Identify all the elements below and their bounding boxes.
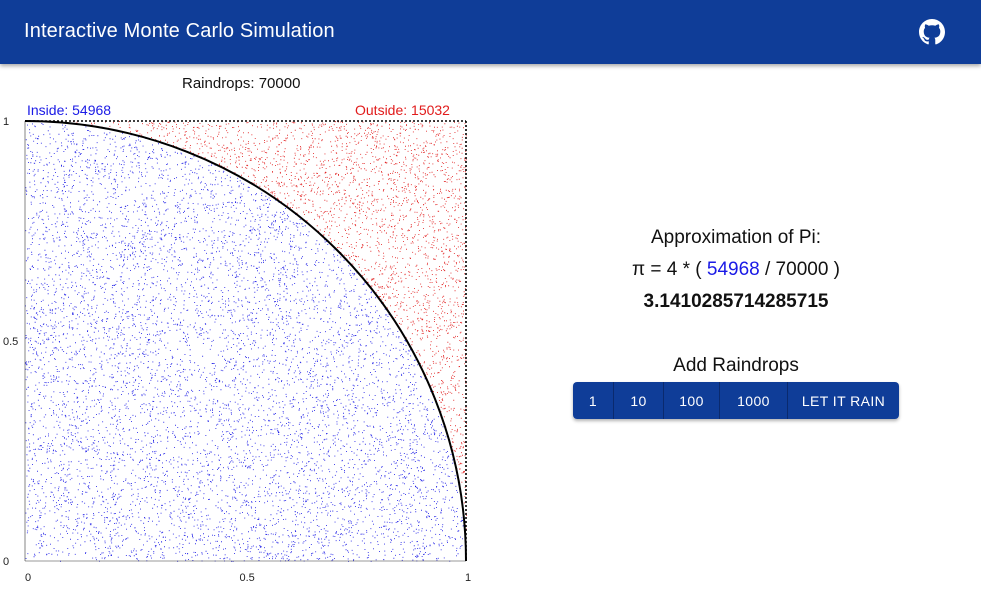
axis-ticks: 0 0.5 1 0 0.5 1	[3, 116, 471, 584]
x-tick-label: 0.5	[240, 572, 255, 584]
quarter-circle-arc	[24, 120, 467, 562]
inside-count-label: Inside: 54968	[27, 102, 112, 118]
app-title: Interactive Monte Carlo Simulation	[24, 20, 335, 42]
raindrop-points	[25, 121, 467, 562]
scatter-plot: 0 0.5 1 0 0.5 1	[3, 116, 471, 584]
outside-points	[63, 121, 467, 532]
x-tick-label: 0	[25, 572, 31, 584]
pi-result: 3.1410285714285715	[643, 291, 829, 312]
raindrops-count: Raindrops: 70000	[182, 75, 301, 92]
add-1000-button[interactable]: 1000	[720, 382, 788, 419]
x-tick-label: 1	[465, 572, 471, 584]
github-icon[interactable]	[919, 19, 945, 45]
formula-suffix: / 70000 )	[759, 259, 840, 280]
add-raindrops-button-group: 1 10 100 1000 LET IT RAIN	[573, 382, 899, 419]
approximation-heading: Approximation of Pi:	[650, 227, 822, 248]
let-it-rain-button[interactable]: LET IT RAIN	[788, 382, 899, 419]
formula-inside-count: 54968	[706, 259, 760, 280]
y-tick-label: 1	[3, 116, 9, 128]
add-100-button[interactable]: 100	[664, 382, 720, 419]
app-bar: Interactive Monte Carlo Simulation	[0, 0, 981, 64]
y-tick-label: 0.5	[3, 336, 18, 348]
approximation-formula: π = 4 * ( 54968 / 70000 )	[573, 258, 899, 282]
simulation-plot-area: Raindrops: 70000 Inside: 54968 Outside: …	[0, 64, 520, 596]
add-10-button[interactable]: 10	[614, 382, 664, 419]
pi-approximation-panel: Approximation of Pi: π = 4 * ( 54968 / 7…	[573, 226, 899, 419]
add-1-button[interactable]: 1	[573, 382, 614, 419]
outside-count-label: Outside: 15032	[355, 102, 450, 118]
add-raindrops-heading: Add Raindrops	[673, 355, 799, 376]
formula-prefix: π = 4 * (	[631, 259, 707, 280]
y-tick-label: 0	[3, 556, 9, 568]
inside-points	[25, 123, 467, 562]
